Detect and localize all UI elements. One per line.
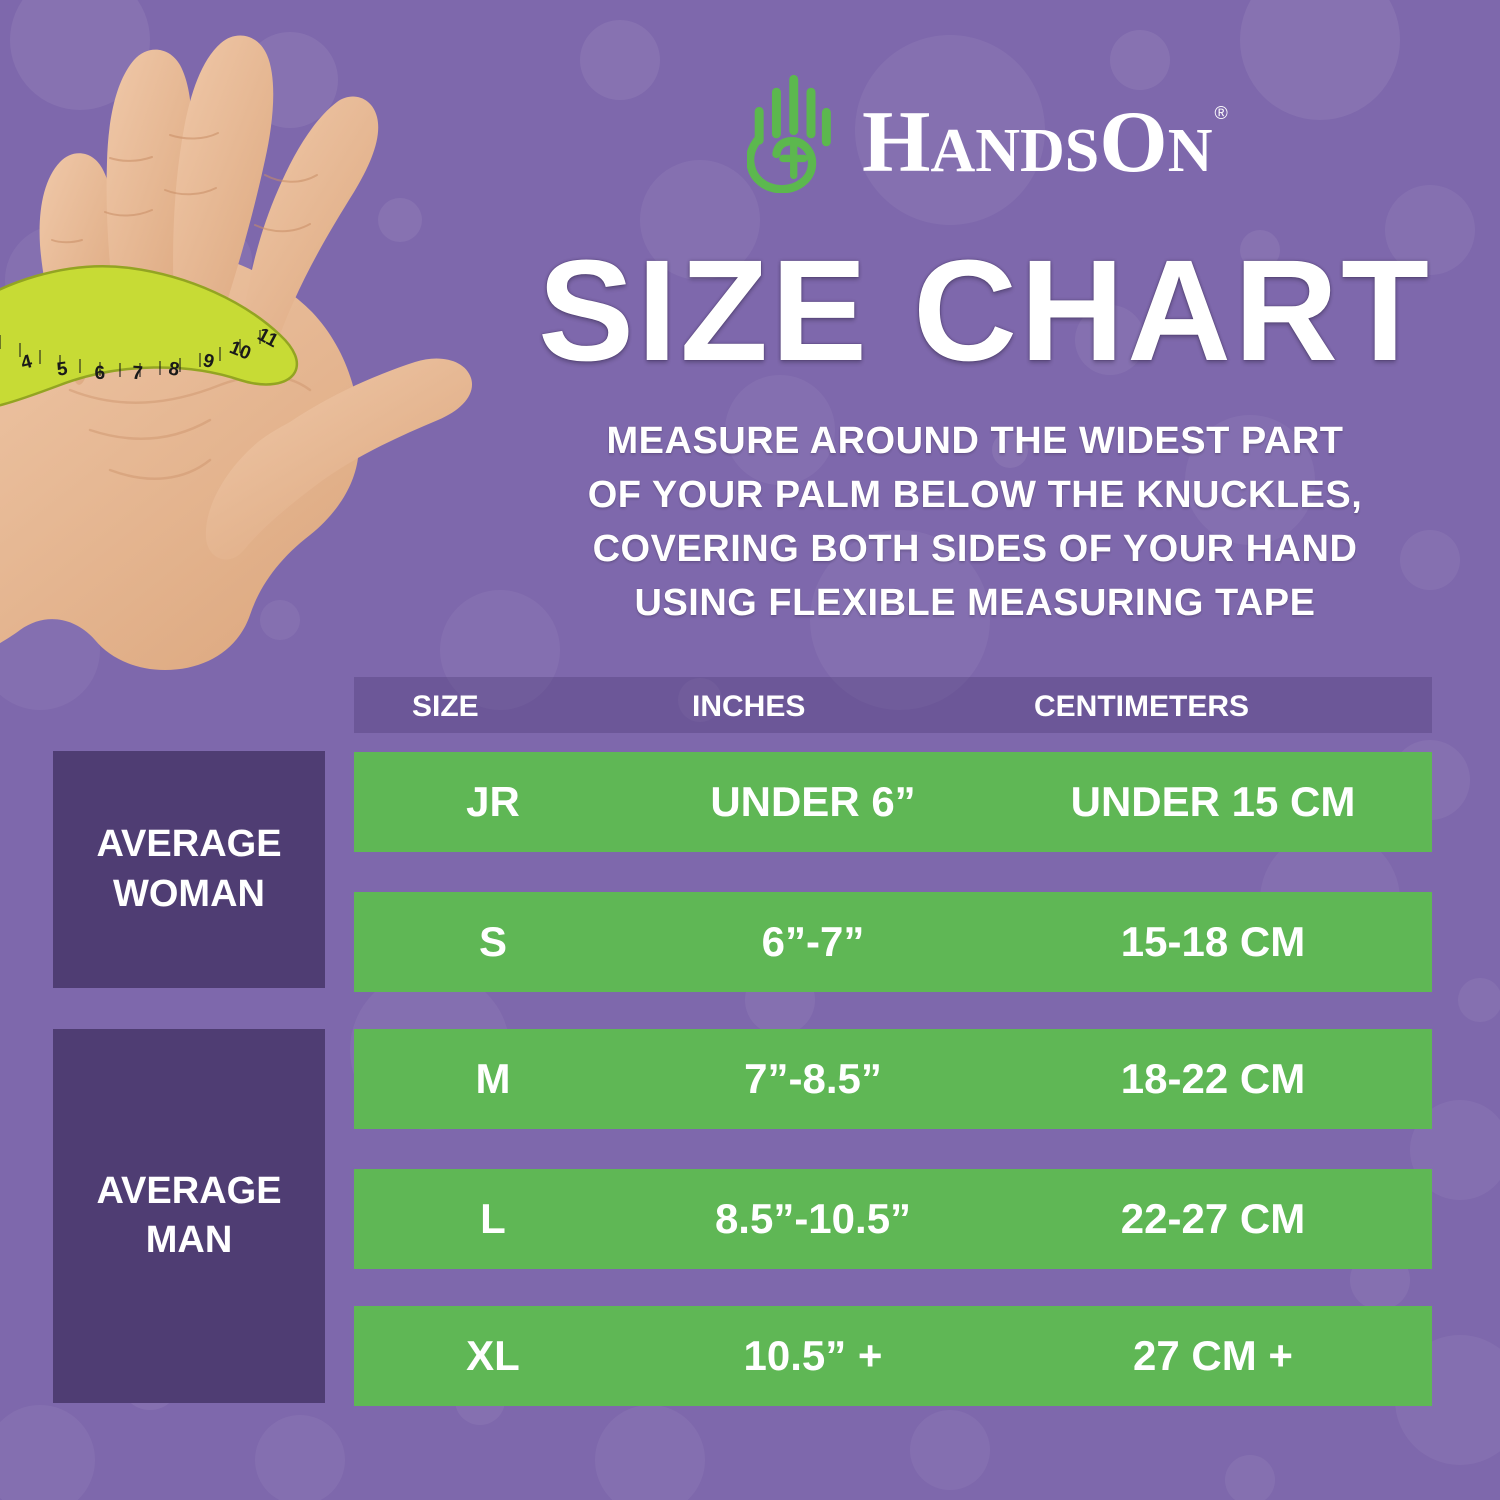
svg-text:7: 7 — [131, 363, 143, 385]
